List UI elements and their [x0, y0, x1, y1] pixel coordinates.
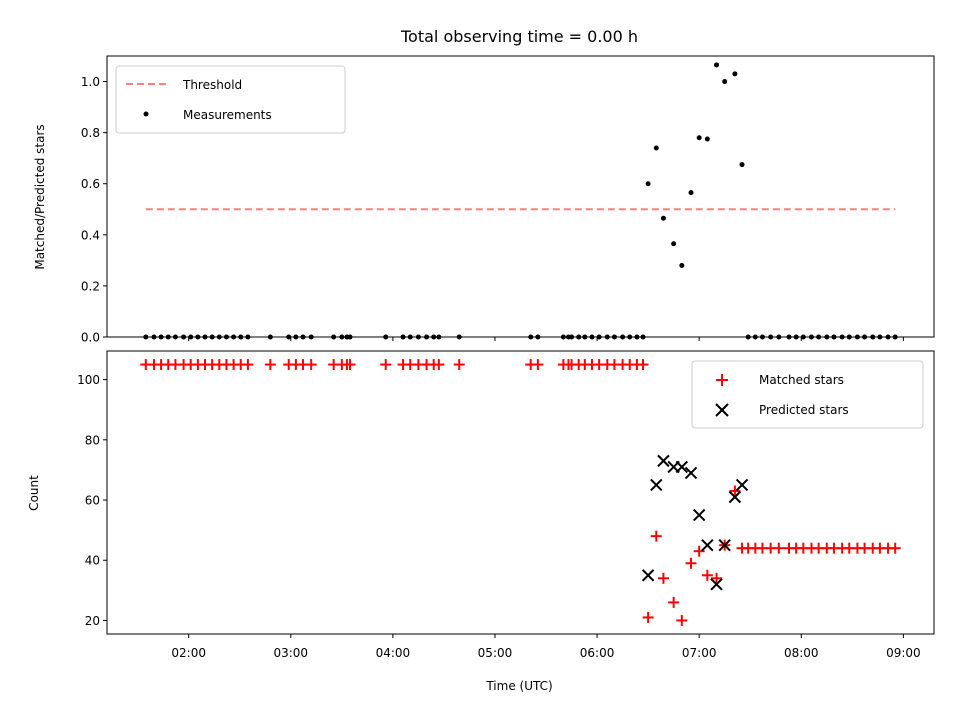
measurement-point — [739, 162, 745, 168]
predicted-star-point — [684, 466, 698, 480]
matched-star-point — [889, 542, 901, 554]
predicted-star-point — [650, 478, 663, 492]
predicted-star-point — [710, 578, 723, 591]
predicted-star-point — [675, 460, 689, 474]
measurement-point — [660, 215, 666, 221]
matched-star-point — [650, 530, 662, 542]
top-y-axis-label: Matched/Predicted stars — [33, 124, 47, 269]
measurement-point — [688, 190, 694, 196]
top-legend-box — [115, 65, 346, 134]
measurement-point — [679, 262, 685, 268]
measurement-point — [714, 62, 720, 68]
x-axis-label: Time (UTC) — [485, 679, 552, 693]
predicted-star-point — [641, 569, 655, 582]
x-tick-label: 09:00 — [886, 646, 921, 660]
bottom-panel: 20 40 60 80 100 02:00 03:00 04:00 05:00 06:00 07:… — [27, 350, 935, 693]
matched-star-point — [637, 359, 649, 371]
legend-measurements-swatch — [143, 111, 149, 117]
top-plot-frame — [106, 55, 935, 338]
predicted-star-point — [735, 478, 749, 492]
predicted-star-point — [692, 508, 706, 522]
y-tick-label: 100 — [77, 373, 100, 387]
measurement-point — [696, 135, 702, 141]
matched-star-point — [242, 359, 254, 371]
matched-star-point — [532, 359, 544, 371]
x-tick-label: 08:00 — [784, 646, 819, 660]
chart-title: Total observing time = 0.00 h — [400, 27, 638, 46]
legend-threshold-label: Threshold — [182, 78, 242, 92]
bottom-plot-frame — [106, 350, 935, 635]
matched-star-point — [711, 572, 723, 584]
bottom-legend: Matched stars Predicted stars — [691, 360, 924, 429]
y-tick-label: 0.4 — [81, 228, 100, 242]
y-tick-label: 40 — [85, 554, 100, 568]
measurement-point — [671, 241, 677, 247]
matched-star-point — [453, 359, 465, 371]
measurement-point — [722, 79, 728, 85]
matched-star-point — [264, 359, 276, 371]
matched-star-point — [657, 572, 669, 584]
y-tick-label: 0.0 — [81, 331, 100, 345]
measurement-point — [732, 71, 738, 77]
top-legend: Threshold Measurements — [115, 65, 346, 134]
predicted-star-point — [657, 454, 670, 468]
top-panel: 0.0 0.2 0.4 0.6 0.8 1.0 Matched/Predicted sta… — [33, 55, 935, 345]
measurement-point — [704, 136, 710, 142]
matched-star-point — [305, 359, 317, 371]
y-tick-label: 80 — [85, 433, 100, 447]
predicted-star-point — [728, 490, 742, 504]
legend-measurements-label: Measurements — [183, 108, 272, 122]
matched-star-point — [668, 596, 680, 608]
matched-star-point — [676, 614, 688, 626]
x-tick-label: 07:00 — [682, 646, 717, 660]
y-tick-label: 0.2 — [81, 279, 100, 293]
y-tick-label: 0.8 — [81, 126, 100, 140]
bottom-legend-box — [691, 360, 924, 429]
x-tick-label: 05:00 — [478, 646, 513, 660]
y-tick-label: 1.0 — [81, 75, 100, 89]
legend-predicted-swatch — [715, 403, 729, 417]
matched-star-point — [380, 359, 392, 371]
matched-star-point — [701, 569, 713, 581]
matched-star-point — [693, 545, 705, 557]
matched-star-point — [729, 485, 741, 497]
matched-star-point — [344, 359, 356, 371]
matched-star-point — [773, 542, 785, 554]
legend-predicted-label: Predicted stars — [759, 403, 849, 417]
x-tick-label: 03:00 — [273, 646, 308, 660]
x-tick-label: 04:00 — [376, 646, 411, 660]
matched-star-point — [433, 359, 445, 371]
measurement-point — [653, 145, 659, 151]
y-tick-label: 0.6 — [81, 177, 100, 191]
x-tick-label: 06:00 — [580, 646, 615, 660]
predicted-star-point — [718, 538, 731, 552]
measurement-point — [645, 181, 651, 187]
y-tick-label: 60 — [85, 494, 100, 508]
legend-matched-swatch — [716, 374, 728, 386]
bottom-y-axis-label: Count — [27, 475, 41, 511]
matched-star-point — [685, 557, 697, 569]
y-tick-label: 20 — [85, 614, 100, 628]
x-tick-label: 02:00 — [171, 646, 206, 660]
legend-matched-label: Matched stars — [759, 373, 844, 387]
matched-star-point — [642, 611, 654, 623]
predicted-star-point — [701, 538, 714, 552]
